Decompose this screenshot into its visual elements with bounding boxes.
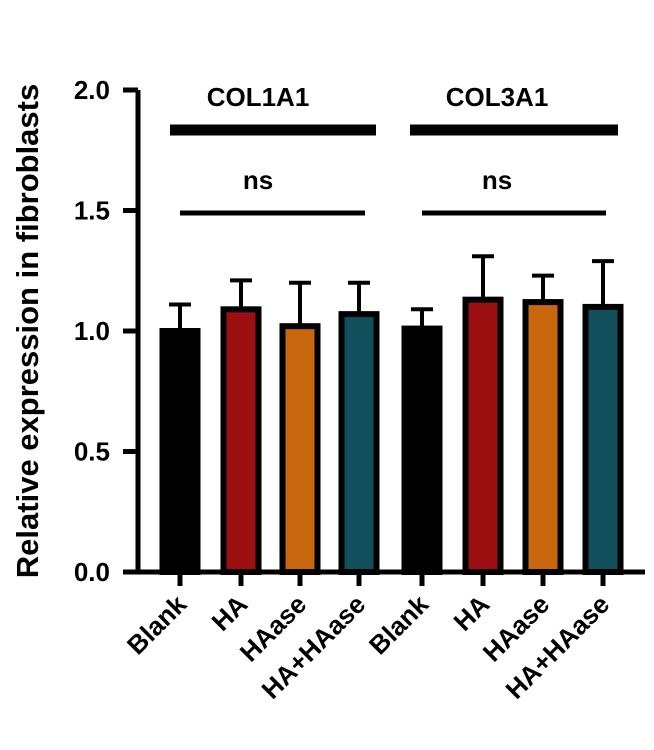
bar — [159, 328, 201, 575]
axes-layer — [135, 90, 645, 575]
y-tick-label: 1.5 — [74, 196, 110, 226]
significance-label: ns — [482, 165, 512, 195]
x-tick-label: HA — [205, 589, 253, 637]
x-tick-label: Blank — [121, 589, 193, 661]
bar — [462, 296, 504, 575]
group-label: COL3A1 — [446, 82, 549, 112]
bar — [522, 299, 564, 575]
y-tick-label: 0.5 — [74, 437, 110, 467]
significance-label: ns — [243, 165, 273, 195]
bars-layer — [159, 254, 624, 575]
bar — [220, 306, 262, 575]
bar — [401, 325, 443, 575]
bar — [279, 323, 321, 575]
y-axis-title: Relative expression in fibroblasts — [10, 84, 45, 578]
group-label: COL1A1 — [207, 82, 310, 112]
y-tick-label: 0.0 — [74, 557, 110, 587]
x-tick-label: HA — [447, 589, 495, 637]
group-annotations: COL1A1 ns COL3A1 ns — [170, 82, 618, 216]
bar — [338, 311, 380, 575]
x-tick-label: Blank — [363, 589, 435, 661]
y-tick-label: 1.0 — [74, 316, 110, 346]
y-tick-label: 2.0 — [74, 75, 110, 105]
bar — [582, 303, 624, 575]
y-ticks: 0.0 0.5 1.0 1.5 2.0 — [74, 75, 138, 587]
